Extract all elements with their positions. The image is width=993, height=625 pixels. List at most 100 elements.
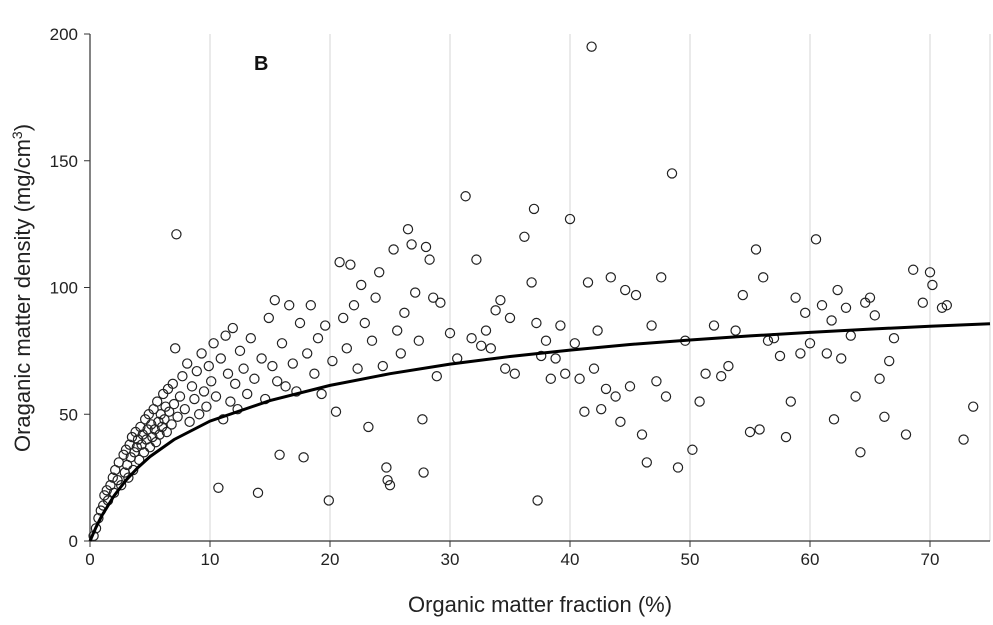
data-point-154 xyxy=(495,294,506,306)
data-point-139 xyxy=(418,467,429,478)
data-point-212 xyxy=(795,348,806,359)
data-point-162 xyxy=(532,495,543,506)
data-point-213 xyxy=(800,307,811,319)
data-point-134 xyxy=(402,223,414,235)
data-point-72 xyxy=(203,360,214,372)
data-point-199 xyxy=(723,360,734,372)
data-point-114 xyxy=(334,256,345,268)
data-point-211 xyxy=(790,292,801,303)
data-point-240 xyxy=(958,434,969,445)
y-axis-title: Oraganic matter density (mg/cm3) xyxy=(9,124,35,452)
data-point-200 xyxy=(730,325,741,336)
data-point-208 xyxy=(774,350,786,362)
data-point-76 xyxy=(213,482,224,493)
data-point-81 xyxy=(225,396,236,407)
data-point-202 xyxy=(744,426,756,438)
data-point-179 xyxy=(605,272,617,283)
data-point-159 xyxy=(526,277,537,288)
data-point-237 xyxy=(927,279,938,291)
y-tick-label-3: 150 xyxy=(50,152,78,171)
y-tick-label-1: 50 xyxy=(59,405,78,424)
data-point-218 xyxy=(826,315,837,326)
data-point-144 xyxy=(435,297,446,308)
data-point-150 xyxy=(476,340,487,352)
data-point-239 xyxy=(941,300,953,311)
data-point-221 xyxy=(836,353,847,364)
x-tick-label-0: 0 xyxy=(85,550,94,569)
data-point-197 xyxy=(708,320,720,331)
data-point-58 xyxy=(171,229,182,240)
data-point-196 xyxy=(700,368,711,379)
grid-layer xyxy=(209,34,991,541)
data-point-169 xyxy=(564,213,576,225)
data-point-66 xyxy=(189,393,200,405)
data-point-201 xyxy=(737,289,749,301)
data-point-194 xyxy=(687,444,698,455)
data-point-177 xyxy=(596,403,607,415)
y-axis-title-superscript: 3 xyxy=(9,131,25,139)
data-point-83 xyxy=(229,378,241,390)
data-point-60 xyxy=(174,391,186,402)
data-point-113 xyxy=(330,406,342,417)
data-point-121 xyxy=(359,317,370,329)
tick-layer: 0 10 20 30 40 50 60 70 0 50 100 150 200 xyxy=(50,25,940,569)
data-point-105 xyxy=(302,348,313,359)
data-point-209 xyxy=(780,431,792,443)
data-point-131 xyxy=(392,325,403,336)
data-point-116 xyxy=(341,343,352,354)
data-point-227 xyxy=(864,292,876,303)
data-point-190 xyxy=(660,391,672,402)
data-point-80 xyxy=(222,368,234,379)
data-point-136 xyxy=(410,287,421,298)
data-point-156 xyxy=(504,312,516,324)
data-point-45 xyxy=(154,429,165,440)
data-point-112 xyxy=(327,355,338,367)
data-point-170 xyxy=(569,338,581,349)
data-point-231 xyxy=(884,355,895,367)
data-point-182 xyxy=(620,284,631,296)
y-tick-label-0: 0 xyxy=(69,532,78,551)
data-point-205 xyxy=(758,272,769,283)
data-point-77 xyxy=(215,353,226,364)
data-point-75 xyxy=(210,391,222,402)
data-point-20 xyxy=(124,439,135,450)
data-point-214 xyxy=(804,338,816,349)
data-point-155 xyxy=(500,363,511,374)
data-point-137 xyxy=(413,335,424,346)
data-point-149 xyxy=(471,254,482,265)
data-point-229 xyxy=(874,373,885,384)
data-point-198 xyxy=(716,371,727,382)
data-point-210 xyxy=(785,396,797,407)
data-point-43 xyxy=(151,396,163,407)
x-tick-label-6: 60 xyxy=(801,550,820,569)
data-point-142 xyxy=(428,292,439,303)
data-point-181 xyxy=(615,416,626,428)
data-point-133 xyxy=(399,307,410,319)
data-point-219 xyxy=(828,414,840,425)
data-point-184 xyxy=(630,289,642,301)
data-point-234 xyxy=(908,264,919,275)
data-point-203 xyxy=(750,244,762,255)
data-point-220 xyxy=(832,284,843,296)
data-point-185 xyxy=(636,429,648,440)
data-point-82 xyxy=(227,322,238,334)
data-point-65 xyxy=(186,381,198,392)
data-point-91 xyxy=(256,353,267,364)
data-point-132 xyxy=(395,348,406,359)
data-point-217 xyxy=(821,348,833,359)
data-point-189 xyxy=(656,272,667,283)
data-point-176 xyxy=(592,325,603,336)
data-point-183 xyxy=(624,381,636,392)
data-point-56 xyxy=(168,398,180,410)
data-point-51 xyxy=(161,426,172,438)
data-point-107 xyxy=(309,368,320,379)
data-point-173 xyxy=(582,277,594,288)
data-point-29 xyxy=(135,421,146,433)
data-point-93 xyxy=(263,312,274,324)
data-point-225 xyxy=(855,447,866,458)
data-point-74 xyxy=(208,338,219,349)
data-point-172 xyxy=(579,406,590,417)
data-point-167 xyxy=(555,320,566,331)
data-point-94 xyxy=(267,360,278,372)
data-point-100 xyxy=(284,300,295,311)
